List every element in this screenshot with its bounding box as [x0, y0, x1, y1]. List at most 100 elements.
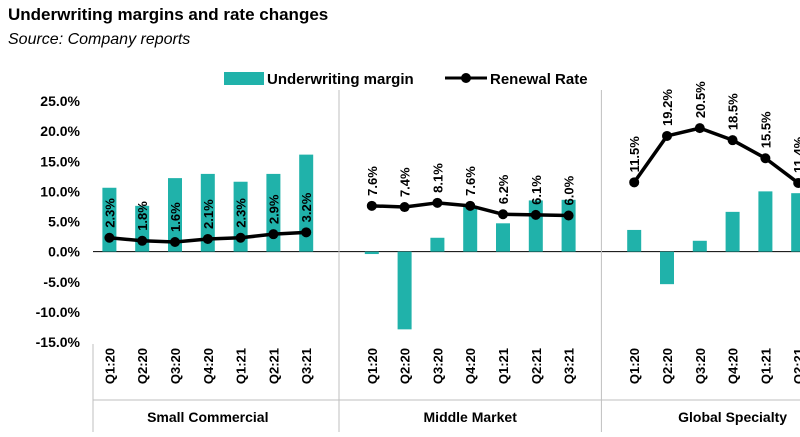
bar [725, 211, 740, 252]
category-label: Q1:21 [496, 348, 511, 384]
category-label: Q2:21 [529, 348, 544, 384]
category-label: Q1:20 [102, 348, 117, 384]
category-label: Q2:20 [398, 348, 413, 384]
category-label: Q3:20 [430, 348, 445, 384]
bar [233, 181, 248, 252]
x-axis: Q1:20 Q2:20 Q3:20 Q4:20 Q1:21 Q2:21 Q3:21 Small… [92, 90, 800, 432]
bar [660, 251, 674, 285]
renewal-point [498, 209, 508, 220]
bar [364, 251, 379, 255]
renewal-point [432, 197, 443, 208]
renewal-point [399, 202, 410, 213]
legend-label-renewal-rate: Renewal Rate [490, 71, 588, 88]
category-label: Q3:20 [168, 348, 183, 384]
renewal-point [727, 135, 738, 146]
bar [791, 193, 800, 252]
data-label: 7.6% [365, 166, 380, 196]
data-label: 2.3% [234, 198, 249, 228]
data-label: 7.4% [398, 167, 413, 197]
category-label: Q1:21 [758, 348, 773, 384]
renewal-point [465, 200, 476, 211]
y-tick-label: 25.0% [40, 93, 80, 109]
legend: Underwriting margin Renewal Rate [224, 71, 588, 88]
data-label: 2.3% [102, 198, 117, 228]
data-label: 19.2% [660, 89, 675, 126]
renewal-point [301, 227, 312, 238]
bar [463, 205, 478, 252]
renewal-point [662, 130, 672, 141]
bar [528, 200, 543, 252]
renewal-point [563, 210, 574, 221]
data-label: 2.1% [201, 199, 216, 229]
renewal-point [202, 233, 213, 244]
category-label: Q1:20 [365, 348, 380, 384]
data-label: 2.9% [266, 194, 281, 224]
category-label: Q3:20 [693, 348, 708, 384]
bar [496, 223, 510, 252]
data-label: 6.2% [496, 174, 511, 204]
data-label: 6.0% [562, 175, 577, 205]
data-label: 15.5% [758, 111, 773, 148]
renewal-line [632, 126, 800, 186]
category-label: Q3:21 [299, 348, 314, 384]
renewal-point [137, 235, 148, 246]
data-label: 11.4% [791, 136, 800, 173]
y-tick-label: 20.0% [40, 123, 80, 139]
data-label: 8.1% [430, 163, 445, 193]
data-label: 11.5% [627, 136, 642, 173]
category-label: Q4:20 [463, 348, 478, 384]
data-label: 7.6% [463, 166, 478, 196]
y-tick-label: 0.0% [48, 244, 80, 260]
renewal-point [366, 200, 377, 211]
bar [561, 199, 576, 252]
bar [758, 191, 773, 252]
legend-label-underwriting-margin: Underwriting margin [267, 71, 414, 88]
y-tick-label: -10.0% [36, 304, 81, 320]
y-tick-label: 15.0% [40, 153, 80, 169]
category-label: Q2:21 [266, 348, 281, 384]
renewal-point [104, 232, 115, 243]
category-label: Q2:20 [660, 348, 675, 384]
bar [397, 251, 412, 330]
renewal-point [170, 236, 180, 247]
group-label: Global Specialty [678, 409, 787, 425]
legend-swatch-underwriting-margin [224, 72, 264, 85]
category-label: Q3:21 [562, 348, 577, 384]
bar [299, 154, 314, 252]
renewal-point [235, 232, 246, 243]
category-label: Q2:20 [135, 348, 150, 384]
renewal-lines: 2.3% 1.8% 1.6% 2.1% 2.3% 2.9% 3.2% 7.6% 7.4% 8.1%… [102, 81, 800, 247]
bar [627, 229, 642, 252]
category-label: Q2:21 [791, 348, 800, 384]
bar [200, 173, 215, 252]
y-tick-label: -15.0% [36, 334, 81, 350]
data-label: 1.8% [135, 201, 150, 231]
y-tick-label: 10.0% [40, 183, 80, 199]
renewal-point [694, 123, 705, 134]
category-label: Q1:21 [234, 348, 249, 384]
y-tick-label: -5.0% [43, 274, 80, 290]
category-label: Q4:20 [201, 348, 216, 384]
renewal-point [268, 229, 279, 240]
y-axis: -15.0% -10.0% -5.0% 0.0% 5.0% 10.0% 15.0% 20.0%… [36, 93, 800, 350]
data-label: 20.5% [693, 81, 708, 118]
group-label: Middle Market [424, 409, 518, 425]
chart-subtitle: Source: Company reports [8, 31, 191, 48]
category-label: Q1:20 [627, 348, 642, 384]
bar [168, 178, 182, 252]
bar [692, 240, 707, 252]
renewal-point [530, 209, 541, 220]
data-label: 1.6% [168, 202, 183, 232]
renewal-point [629, 177, 640, 188]
data-label: 3.2% [299, 192, 314, 222]
category-label: Q4:20 [726, 348, 741, 384]
y-tick-label: 5.0% [48, 214, 80, 230]
legend-marker-renewal-rate [461, 73, 471, 83]
data-label: 18.5% [726, 93, 741, 130]
bar [430, 237, 445, 252]
data-label: 6.1% [529, 175, 544, 205]
chart-title: Underwriting margins and rate changes [8, 5, 329, 24]
renewal-point [760, 153, 771, 164]
group-label: Small Commercial [147, 409, 268, 425]
